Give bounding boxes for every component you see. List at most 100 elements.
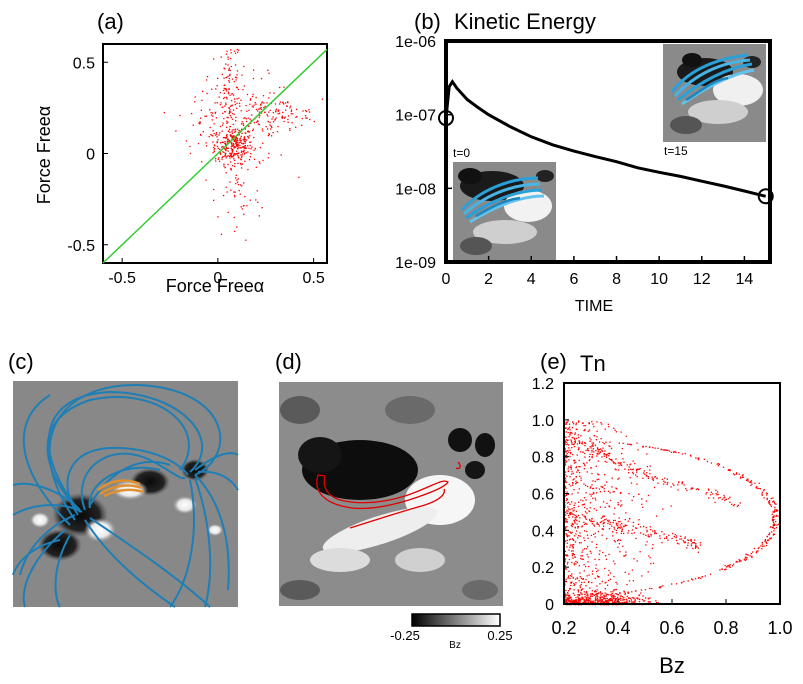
- scatter-point: [658, 586, 661, 589]
- scatter-point: [615, 588, 617, 591]
- scatter-point: [613, 595, 615, 598]
- scatter-point: [593, 533, 595, 536]
- scatter-point: [697, 488, 700, 491]
- scatter-point: [626, 464, 628, 466]
- scatter-point: [736, 505, 739, 508]
- scatter-point: [246, 120, 248, 123]
- scatter-point: [228, 77, 231, 80]
- scatter-point: [588, 574, 590, 576]
- scatter-point: [591, 517, 593, 520]
- scatter-point: [631, 532, 633, 535]
- scatter-point: [590, 520, 592, 522]
- scatter-point: [640, 589, 643, 591]
- scatter-point: [194, 96, 196, 98]
- scatter-point: [569, 503, 571, 505]
- scatter-point: [564, 427, 566, 429]
- scatter-point: [772, 521, 775, 524]
- scatter-point: [617, 523, 619, 525]
- scatter-point: [754, 482, 756, 484]
- scatter-point: [601, 528, 603, 530]
- scatter-point: [614, 599, 617, 602]
- scatter-point: [578, 520, 580, 523]
- scatter-point: [593, 508, 595, 510]
- scatter-point: [670, 583, 673, 585]
- scatter-point: [632, 601, 635, 603]
- scatter-point: [768, 501, 771, 504]
- scatter-point: [584, 442, 587, 444]
- scatter-point: [601, 592, 603, 595]
- scatter-point: [608, 519, 610, 521]
- scatter-point: [638, 493, 640, 496]
- scatter-point: [695, 457, 697, 459]
- scatter-point: [569, 476, 571, 478]
- scatter-point: [216, 85, 218, 87]
- scatter-point: [591, 445, 593, 447]
- scatter-point: [607, 452, 609, 455]
- scatter-point: [641, 498, 643, 500]
- y-tick-label: 1.0: [532, 413, 554, 430]
- scatter-point: [584, 465, 586, 467]
- scatter-point: [229, 74, 231, 77]
- scatter-point: [590, 552, 592, 554]
- scatter-point: [258, 124, 260, 126]
- scatter-point: [605, 441, 607, 443]
- scatter-point: [571, 545, 573, 547]
- scatter-point: [620, 599, 622, 602]
- scatter-point: [577, 594, 579, 596]
- scatter-point: [234, 163, 236, 165]
- scatter-point: [255, 166, 257, 168]
- scatter-point: [580, 542, 582, 544]
- scatter-point: [587, 556, 589, 558]
- scatter-point: [566, 421, 568, 424]
- scatter-point: [573, 602, 575, 604]
- scatter-point: [592, 442, 595, 444]
- scatter-point: [777, 523, 780, 526]
- scatter-point: [619, 505, 622, 507]
- scatter-point: [564, 464, 567, 466]
- scatter-point: [568, 466, 570, 468]
- panel-a-label: (a): [97, 9, 124, 34]
- scatter-point: [231, 145, 233, 147]
- scatter-point: [578, 542, 581, 544]
- scatter-point: [565, 487, 567, 490]
- scatter-point: [652, 479, 655, 481]
- scatter-point: [620, 526, 622, 528]
- scatter-point: [564, 486, 566, 489]
- x-tick-label: 12: [693, 271, 711, 288]
- scatter-point: [599, 591, 602, 593]
- scatter-point: [247, 130, 249, 133]
- scatter-point: [624, 468, 626, 470]
- scatter-point: [645, 597, 647, 599]
- scatter-point: [584, 452, 586, 455]
- scatter-point: [230, 57, 232, 60]
- scatter-point: [271, 118, 273, 120]
- scatter-point: [583, 564, 585, 566]
- scatter-point: [240, 110, 242, 112]
- scatter-point: [598, 441, 601, 443]
- scatter-point: [235, 141, 237, 143]
- scatter-point: [620, 464, 623, 467]
- scatter-point: [611, 600, 614, 602]
- scatter-point: [647, 534, 650, 536]
- scatter-point: [595, 593, 598, 596]
- scatter-point: [588, 429, 591, 431]
- scatter-point: [229, 134, 231, 136]
- scatter-point: [749, 555, 751, 557]
- scatter-point: [693, 542, 696, 544]
- scatter-point: [768, 499, 771, 502]
- scatter-point: [591, 590, 593, 592]
- scatter-point: [592, 487, 594, 490]
- scatter-point: [602, 520, 604, 522]
- scatter-point: [609, 572, 612, 574]
- scatter-point: [566, 546, 568, 548]
- scatter-point: [663, 483, 665, 485]
- scatter-point: [636, 483, 638, 485]
- scatter-point: [765, 492, 768, 494]
- scatter-point: [572, 547, 574, 549]
- scatter-point: [585, 492, 587, 494]
- scatter-point: [699, 542, 702, 544]
- scatter-point: [571, 575, 573, 577]
- scatter-point: [230, 154, 232, 156]
- scatter-point: [747, 554, 749, 556]
- scatter-point: [236, 153, 238, 155]
